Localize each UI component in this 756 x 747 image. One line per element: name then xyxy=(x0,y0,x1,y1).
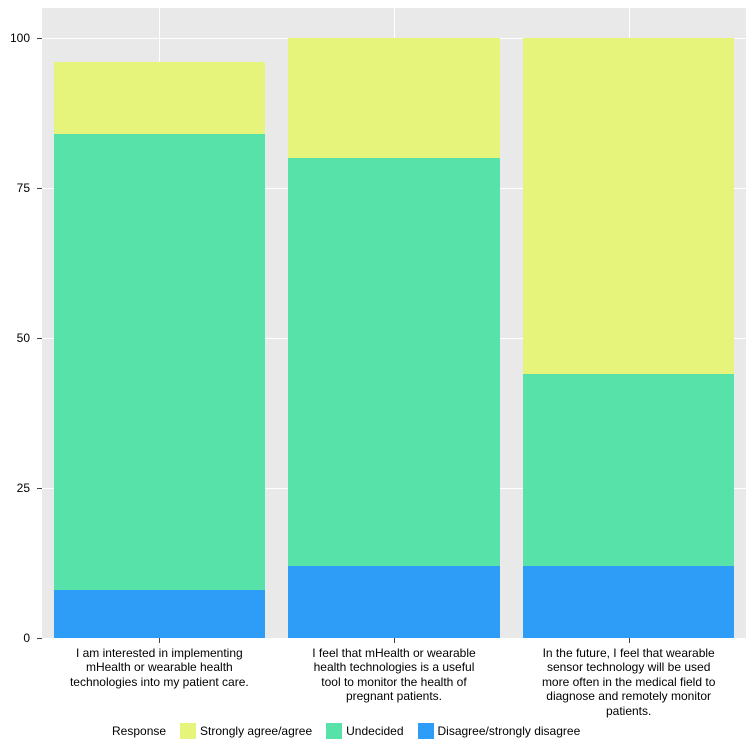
bar-segment xyxy=(523,566,734,638)
legend-swatch xyxy=(326,723,342,739)
bar-segment xyxy=(54,62,265,134)
bar-segment xyxy=(288,38,499,158)
legend-item: Disagree/strongly disagree xyxy=(418,723,581,739)
plot-area xyxy=(42,8,746,638)
y-tick-label: 50 xyxy=(0,331,30,345)
stacked-bar-chart: Response Strongly agree/agree Undecided Dis… xyxy=(0,0,756,747)
legend-item: Undecided xyxy=(326,723,403,739)
y-tick-label: 75 xyxy=(0,181,30,195)
y-tick-label: 100 xyxy=(0,31,30,45)
legend-label: Disagree/strongly disagree xyxy=(438,724,581,738)
legend-label: Undecided xyxy=(346,724,403,738)
y-tick-mark xyxy=(37,638,42,639)
legend: Response Strongly agree/agree Undecided Dis… xyxy=(112,723,594,739)
x-tick-mark xyxy=(629,638,630,643)
legend-title: Response xyxy=(112,724,166,738)
y-tick-label: 0 xyxy=(0,631,30,645)
bar-segment xyxy=(523,38,734,374)
legend-swatch xyxy=(180,723,196,739)
bar-segment xyxy=(54,134,265,590)
y-tick-mark xyxy=(37,338,42,339)
y-tick-mark xyxy=(37,188,42,189)
y-tick-mark xyxy=(37,488,42,489)
x-tick-mark xyxy=(159,638,160,643)
bar-segment xyxy=(288,158,499,566)
x-tick-label: In the future, I feel that wearablesenso… xyxy=(513,646,744,718)
legend-swatch xyxy=(418,723,434,739)
x-tick-label: I am interested in implementingmHealth o… xyxy=(44,646,275,689)
y-tick-mark xyxy=(37,38,42,39)
legend-item: Strongly agree/agree xyxy=(180,723,312,739)
legend-label: Strongly agree/agree xyxy=(200,724,312,738)
bar-segment xyxy=(288,566,499,638)
bar-segment xyxy=(54,590,265,638)
y-tick-label: 25 xyxy=(0,481,30,495)
x-tick-label: I feel that mHealth or wearablehealth te… xyxy=(279,646,510,704)
x-tick-mark xyxy=(394,638,395,643)
bar-segment xyxy=(523,374,734,566)
